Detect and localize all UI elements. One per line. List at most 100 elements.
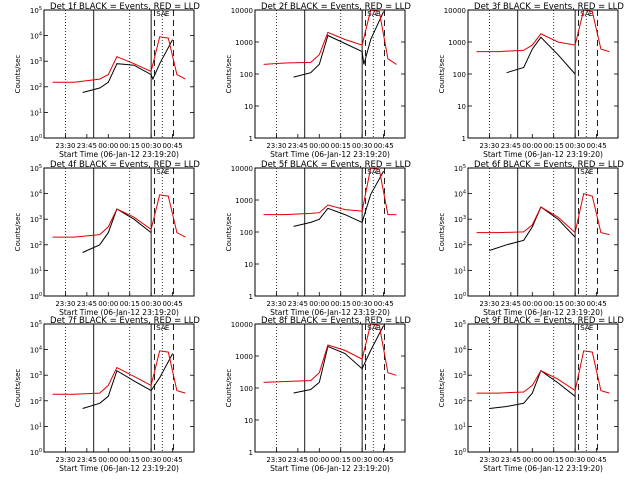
x-tick-label: 23:30 (266, 456, 286, 464)
y-tick-label: 103 (30, 371, 42, 380)
y-axis-label: Counts/sec (14, 369, 22, 408)
y-axis-label: Counts/sec (438, 55, 446, 94)
x-axis-label: Start Time (06-Jan-12 23:19:20) (270, 308, 390, 317)
y-axis-label: Counts/sec (438, 213, 446, 252)
chart-title: Det 5f BLACK = Events, RED = LLD (261, 160, 411, 170)
series-lld-line (476, 350, 610, 394)
x-tick-label: 00:00 (522, 456, 542, 464)
x-tick-label: 00:45 (162, 142, 182, 150)
x-tick-label: 00:45 (162, 300, 182, 308)
y-tick-label: 104 (30, 190, 42, 199)
x-tick-label: 23:45 (501, 142, 521, 150)
x-tick-label: 23:30 (479, 300, 499, 308)
y-tick-label: 100 (453, 71, 466, 79)
y-axis-label: Counts/sec (14, 55, 22, 94)
y-tick-label: 10 (244, 261, 253, 269)
y-axis-label: Counts/sec (225, 55, 233, 94)
y-tick-label: 103 (30, 57, 42, 66)
x-tick-label: 23:30 (479, 456, 499, 464)
y-tick-label: 105 (454, 320, 466, 329)
x-tick-label: 23:30 (55, 142, 75, 150)
y-tick-label: 105 (30, 320, 42, 329)
chart-title: Det 7f BLACK = Events, RED = LLD (50, 316, 200, 326)
x-tick-label: 00:00 (98, 142, 118, 150)
x-tick-label: 00:15 (120, 142, 140, 150)
y-tick-label: 100 (30, 134, 42, 143)
y-tick-label: 1 (249, 293, 253, 301)
x-tick-label: 00:45 (373, 300, 393, 308)
y-axis-label: Counts/sec (225, 213, 233, 252)
y-tick-label: 100 (240, 229, 253, 237)
y-tick-label: 102 (454, 397, 466, 406)
y-tick-label: 104 (454, 190, 466, 199)
marker-label: E (376, 324, 380, 332)
chart-title: Det 1f BLACK = Events, RED = LLD (50, 2, 200, 12)
chart-title: Det 9f BLACK = Events, RED = LLD (474, 316, 624, 326)
x-axis-label: Start Time (06-Jan-12 23:19:20) (59, 150, 179, 159)
x-tick-label: 00:30 (141, 456, 161, 464)
series-events-line (82, 353, 174, 409)
y-tick-label: 105 (30, 164, 42, 173)
y-tick-label: 100 (454, 292, 466, 301)
x-tick-label: 00:15 (331, 456, 351, 464)
x-axis-label: Start Time (06-Jan-12 23:19:20) (270, 464, 390, 473)
x-tick-label: 00:45 (373, 456, 393, 464)
marker-label: E (376, 10, 380, 18)
x-tick-label: 00:30 (352, 300, 372, 308)
y-tick-label: 101 (454, 266, 466, 275)
y-tick-label: 101 (454, 422, 466, 431)
x-tick-label: 23:30 (479, 142, 499, 150)
series-events-line (293, 11, 385, 78)
y-tick-label: 104 (30, 346, 42, 355)
series-events-line (489, 369, 576, 409)
plot-frame (43, 323, 195, 453)
x-axis-label: Start Time (06-Jan-12 23:19:20) (59, 308, 179, 317)
marker-label: E (589, 10, 593, 18)
series-lld-line (263, 9, 397, 65)
x-tick-label: 00:15 (544, 300, 564, 308)
x-tick-label: 00:00 (309, 456, 329, 464)
x-tick-label: 23:45 (77, 456, 97, 464)
series-lld-line (476, 9, 610, 53)
y-tick-label: 103 (454, 215, 466, 224)
marker-label: E (589, 168, 593, 176)
y-tick-label: 102 (30, 397, 42, 406)
x-tick-label: 00:45 (586, 456, 606, 464)
marker-label: E (165, 168, 169, 176)
plot-frame (467, 323, 619, 453)
x-tick-label: 00:45 (586, 300, 606, 308)
x-tick-label: 23:45 (77, 142, 97, 150)
x-axis-label: Start Time (06-Jan-12 23:19:20) (483, 308, 603, 317)
y-tick-label: 105 (30, 6, 42, 15)
x-tick-label: 00:30 (565, 456, 585, 464)
y-tick-label: 10 (457, 103, 466, 111)
y-tick-label: 10 (244, 417, 253, 425)
y-tick-label: 1 (462, 135, 466, 143)
chart-title: Det 4f BLACK = Events, RED = LLD (50, 160, 200, 170)
y-tick-label: 101 (30, 422, 42, 431)
x-tick-label: 00:00 (309, 300, 329, 308)
y-tick-label: 1000 (235, 197, 253, 205)
y-tick-label: 103 (454, 371, 466, 380)
x-tick-label: 00:15 (331, 300, 351, 308)
x-tick-label: 00:45 (162, 456, 182, 464)
y-axis-label: Counts/sec (438, 369, 446, 408)
y-tick-label: 10000 (444, 7, 466, 15)
chart-title: Det 8f BLACK = Events, RED = LLD (261, 316, 411, 326)
x-tick-label: 23:30 (266, 300, 286, 308)
y-tick-label: 102 (30, 241, 42, 250)
series-lld-line (263, 323, 397, 383)
y-tick-label: 1000 (235, 353, 253, 361)
marker-label: E (165, 10, 169, 18)
marker-label: E (589, 324, 593, 332)
y-tick-label: 103 (30, 215, 42, 224)
series-events-line (82, 208, 152, 253)
y-tick-label: 10000 (231, 321, 253, 329)
x-tick-label: 23:45 (288, 142, 308, 150)
x-tick-label: 00:15 (544, 142, 564, 150)
x-tick-label: 00:30 (352, 456, 372, 464)
